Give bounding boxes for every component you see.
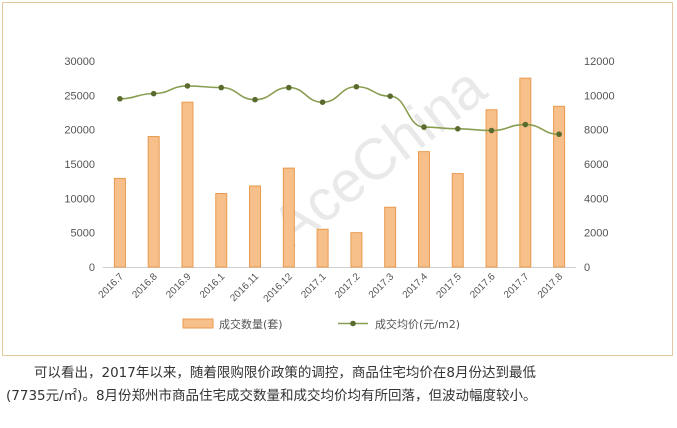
bar-2017.7 bbox=[519, 77, 532, 268]
caption-line-2: (7735元/㎡)。8月份郑州市商品住宅成交数量和成交均价均有所回落，但波动幅度… bbox=[6, 388, 537, 404]
x-tick-label: 2016.11 bbox=[228, 271, 261, 304]
price-point-2017.5 bbox=[454, 126, 461, 132]
caption: 可以看出，2017年以来，随着限购限价政策的调控，商品住宅均价在8月份达到最低 … bbox=[6, 362, 670, 408]
price-point-2016.8 bbox=[150, 90, 157, 97]
price-point-2017.8 bbox=[556, 131, 562, 138]
bar-2016.7 bbox=[113, 177, 126, 268]
bar-2016.9 bbox=[181, 101, 194, 268]
x-tick-label: 2016.12 bbox=[262, 271, 296, 305]
y-left-tick-label: 15000 bbox=[64, 159, 95, 171]
price-point-2016.9 bbox=[184, 83, 191, 89]
y-left-tick-label: 30000 bbox=[64, 56, 95, 68]
bar-2016.12 bbox=[282, 167, 295, 268]
price-point-2017.4 bbox=[421, 124, 427, 130]
x-tick-label: 2017.2 bbox=[333, 271, 363, 301]
legend-bar-label: 成交数量(套) bbox=[219, 317, 283, 331]
y-left-tick-label: 0 bbox=[89, 262, 95, 274]
bar-2017.4 bbox=[417, 151, 430, 268]
y-right-tick-label: 0 bbox=[584, 262, 590, 274]
y-left-tick-label: 20000 bbox=[64, 125, 95, 137]
bar-2017.2 bbox=[350, 232, 363, 268]
x-tick-label: 2016.7 bbox=[97, 271, 127, 301]
x-tick-label: 2017.3 bbox=[367, 271, 397, 301]
x-tick-label: 2017.7 bbox=[502, 271, 532, 301]
y-left-tick-label: 5000 bbox=[71, 228, 95, 240]
legend-bar-swatch bbox=[182, 318, 214, 329]
y-right-tick-label: 10000 bbox=[584, 90, 615, 102]
x-tick-label: 2017.6 bbox=[468, 271, 498, 301]
y-right-tick-label: 6000 bbox=[584, 159, 608, 171]
bar-2017.3 bbox=[384, 206, 397, 268]
price-line bbox=[119, 85, 560, 136]
y-right-tick-label: 12000 bbox=[584, 56, 615, 68]
x-tick-label: 2016.8 bbox=[130, 271, 160, 301]
legend-line-label: 成交均价(元/m2) bbox=[375, 317, 460, 331]
x-tick-label: 2016.1 bbox=[198, 271, 228, 301]
bar-2016.11 bbox=[249, 185, 262, 268]
price-point-2017.6 bbox=[488, 127, 495, 134]
bar-2017.5 bbox=[451, 173, 464, 268]
x-tick-label: 2016.9 bbox=[164, 271, 194, 301]
chart-frame: AceChina 0 5000 10000 15000 20000 25000 30000 0 2… bbox=[2, 2, 673, 356]
price-point-2016.1 bbox=[218, 84, 225, 91]
bar-2017.1 bbox=[316, 228, 329, 268]
legend-line-marker bbox=[350, 320, 356, 327]
bar-2017.8 bbox=[553, 105, 566, 268]
bar-2016.1 bbox=[215, 193, 228, 268]
x-tick-label: 2017.5 bbox=[434, 271, 464, 301]
y-right-tick-label: 2000 bbox=[584, 228, 608, 240]
price-point-2016.12 bbox=[286, 84, 292, 91]
combo-chart: AceChina05000100001500020000250003000002… bbox=[64, 54, 615, 331]
price-point-2017.3 bbox=[387, 93, 393, 99]
y-left-tick-label: 25000 bbox=[64, 90, 95, 102]
x-tick-label: 2017.8 bbox=[536, 271, 566, 301]
price-point-2017.2 bbox=[353, 83, 360, 90]
price-point-2017.1 bbox=[319, 99, 326, 105]
y-left-tick-label: 10000 bbox=[64, 193, 95, 205]
price-point-2017.7 bbox=[522, 121, 529, 128]
price-point-2016.11 bbox=[252, 96, 258, 103]
price-point-2016.7 bbox=[117, 95, 123, 102]
x-tick-label: 2017.4 bbox=[401, 271, 431, 301]
x-tick-label: 2017.1 bbox=[299, 271, 329, 301]
bar-2016.8 bbox=[147, 136, 160, 268]
bar-2017.6 bbox=[485, 109, 498, 268]
caption-line-1: 可以看出，2017年以来，随着限购限价政策的调控，商品住宅均价在8月份达到最低 bbox=[34, 365, 536, 381]
y-right-tick-label: 8000 bbox=[584, 125, 608, 137]
y-right-tick-label: 4000 bbox=[584, 193, 608, 205]
